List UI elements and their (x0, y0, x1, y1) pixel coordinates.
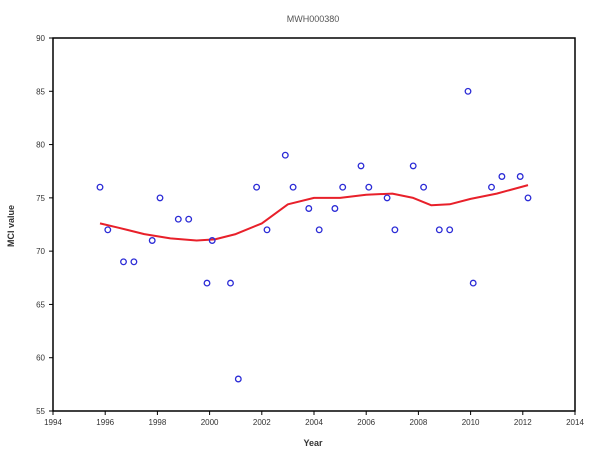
data-point (208, 237, 216, 244)
x-tick-label: 2012 (514, 418, 532, 427)
x-tick-label: 2014 (566, 418, 584, 427)
y-tick-label: 85 (36, 87, 45, 96)
chart-title: MWH000380 (287, 14, 340, 24)
data-point (120, 258, 127, 266)
y-tick-label: 60 (36, 354, 45, 363)
data-point (234, 375, 242, 383)
data-point (488, 183, 495, 191)
data-point (148, 237, 156, 244)
x-tick-label: 2006 (357, 418, 375, 427)
data-point (464, 87, 472, 95)
data-point (289, 183, 297, 191)
data-point (96, 183, 104, 191)
data-point (357, 162, 365, 170)
y-axis: 55 60 65 70 75 80 85 90 (36, 34, 53, 416)
data-point (498, 173, 506, 180)
x-axis: 1994 1996 1998 2000 2002 2004 2006 2008 2010 2012… (44, 411, 584, 427)
data-point (524, 194, 532, 202)
y-tick-label: 55 (36, 407, 45, 416)
x-tick-label: 1996 (96, 418, 114, 427)
data-point (435, 226, 443, 234)
data-point (104, 226, 112, 234)
data-point (253, 183, 261, 191)
y-tick-label: 80 (36, 141, 45, 150)
data-point (203, 279, 211, 287)
data-point (227, 279, 234, 287)
data-point (315, 226, 323, 234)
x-tick-label: 2002 (253, 418, 271, 427)
data-point (446, 226, 454, 234)
trend-layer (99, 184, 529, 242)
x-tick-label: 1998 (149, 418, 167, 427)
data-point (409, 162, 417, 170)
data-point (156, 194, 164, 202)
data-point (174, 215, 182, 223)
data-point (469, 279, 477, 287)
y-tick-label: 90 (36, 34, 45, 43)
data-point (331, 205, 339, 212)
y-tick-label: 70 (36, 247, 45, 256)
data-point (365, 183, 373, 191)
x-tick-label: 2008 (410, 418, 428, 427)
data-point (130, 258, 138, 266)
x-tick-label: 1994 (44, 418, 62, 427)
data-point (516, 173, 524, 180)
x-tick-label: 2010 (462, 418, 480, 427)
x-axis-label: Year (303, 438, 323, 448)
data-point (339, 183, 347, 191)
y-tick-label: 75 (36, 194, 45, 203)
x-tick-label: 2004 (305, 418, 323, 427)
x-tick-label: 2000 (201, 418, 219, 427)
data-point (185, 215, 193, 223)
data-point (263, 226, 271, 234)
data-point (281, 151, 289, 159)
y-tick-label: 65 (36, 300, 45, 309)
data-point (391, 226, 399, 234)
points-layer (96, 87, 532, 383)
data-point (305, 205, 313, 212)
data-point (383, 194, 391, 202)
data-point (420, 183, 428, 191)
y-axis-label: MCI value (6, 205, 16, 247)
trend-line (99, 184, 529, 242)
